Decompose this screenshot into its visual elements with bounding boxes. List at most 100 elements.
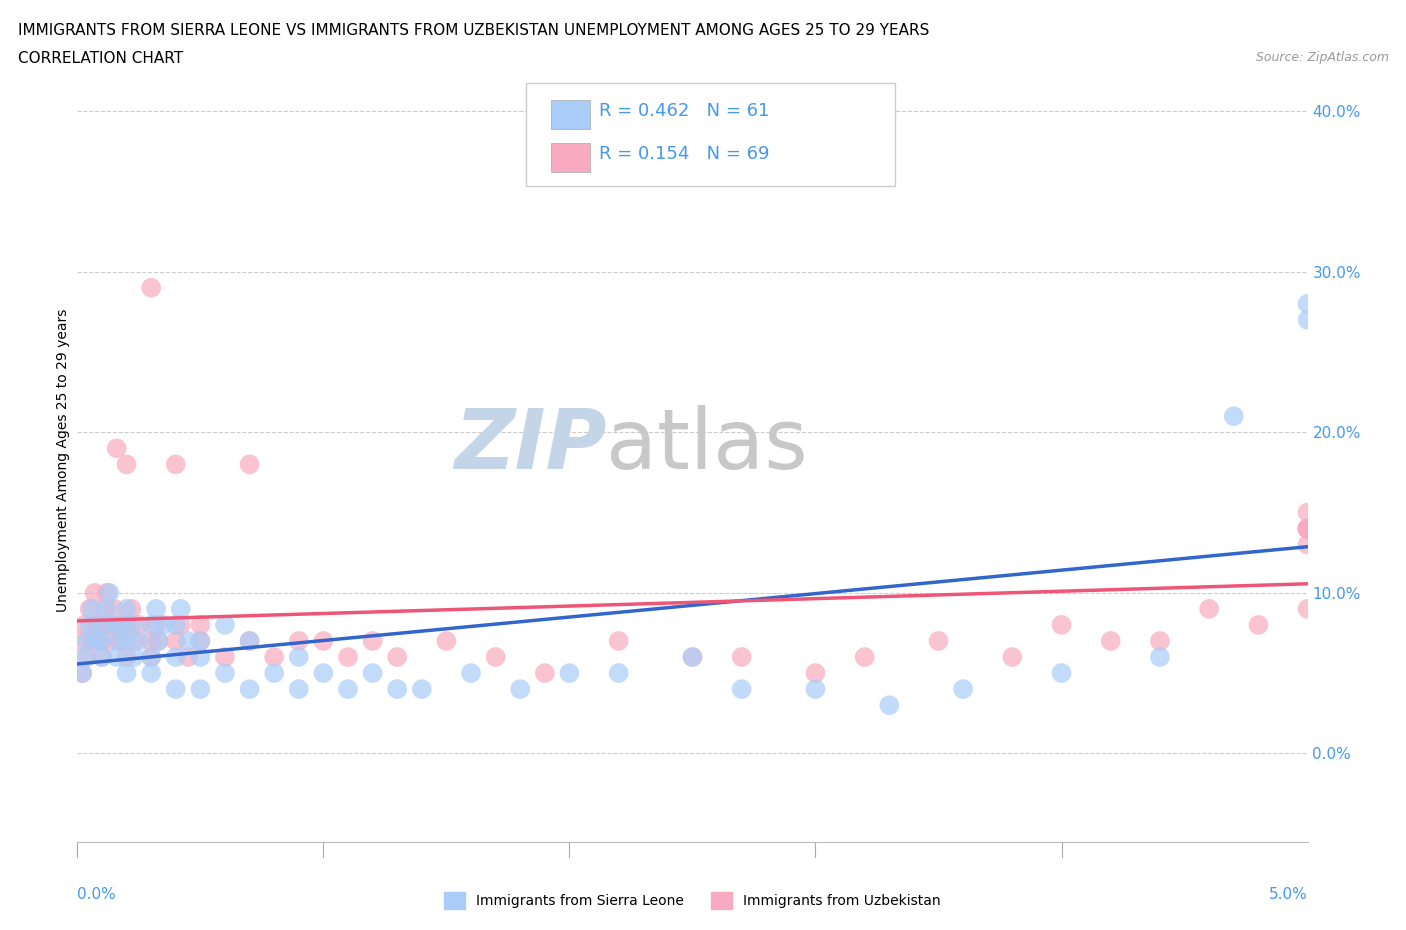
Point <box>534 666 557 681</box>
Point <box>76 633 98 648</box>
Point <box>86 618 108 632</box>
Point <box>188 633 212 648</box>
Point <box>145 618 167 632</box>
Text: CORRELATION CHART: CORRELATION CHART <box>18 51 183 66</box>
Text: R = 0.462   N = 61: R = 0.462 N = 61 <box>599 102 769 120</box>
Point <box>148 633 170 648</box>
Point <box>337 682 360 697</box>
Point <box>1050 618 1073 632</box>
Point <box>90 649 114 664</box>
Point <box>188 618 212 632</box>
Point <box>86 633 108 648</box>
Point <box>509 682 531 697</box>
Point <box>607 666 630 681</box>
Point <box>82 602 104 617</box>
Point <box>105 649 128 664</box>
Point <box>169 618 191 632</box>
Point <box>214 649 236 664</box>
Point <box>90 618 114 632</box>
Point <box>145 602 167 617</box>
Point <box>1223 409 1246 424</box>
Point <box>385 682 409 697</box>
Point <box>115 649 138 664</box>
Point <box>98 633 121 648</box>
Point <box>105 441 128 456</box>
Point <box>148 633 170 648</box>
Point <box>96 602 118 617</box>
Text: IMMIGRANTS FROM SIERRA LEONE VS IMMIGRANTS FROM UZBEKISTAN UNEMPLOYMENT AMONG AG: IMMIGRANTS FROM SIERRA LEONE VS IMMIGRAN… <box>18 23 929 38</box>
Text: Source: ZipAtlas.com: Source: ZipAtlas.com <box>1256 51 1389 64</box>
Point <box>361 666 384 681</box>
Point <box>1296 312 1319 327</box>
Point <box>952 682 974 697</box>
Point <box>141 649 163 664</box>
Point <box>111 618 132 632</box>
Point <box>177 649 200 664</box>
Point <box>682 649 704 664</box>
Point <box>90 618 114 632</box>
Point <box>165 618 187 632</box>
Point <box>1296 521 1319 536</box>
Point <box>263 666 285 681</box>
Point <box>1149 633 1171 648</box>
Point <box>731 682 754 697</box>
Point <box>96 585 118 600</box>
Point <box>607 633 630 648</box>
Point <box>263 649 285 664</box>
Text: 5.0%: 5.0% <box>1268 887 1308 902</box>
Text: R = 0.154   N = 69: R = 0.154 N = 69 <box>599 145 769 164</box>
Point <box>165 633 187 648</box>
Point <box>89 633 111 648</box>
Point <box>152 618 174 632</box>
Point <box>108 633 131 648</box>
Point <box>460 666 482 681</box>
Point <box>188 649 212 664</box>
Point <box>141 649 163 664</box>
Point <box>1296 538 1319 552</box>
Point <box>188 633 212 648</box>
Point <box>115 666 138 681</box>
Point <box>141 633 163 648</box>
Point <box>141 618 163 632</box>
Point <box>239 633 262 648</box>
Text: atlas: atlas <box>606 405 808 485</box>
Point <box>165 457 187 472</box>
Point <box>1296 521 1319 536</box>
Point <box>214 666 236 681</box>
Point <box>141 280 163 295</box>
Point <box>115 602 138 617</box>
Point <box>928 633 950 648</box>
Point <box>122 633 145 648</box>
Point <box>239 457 262 472</box>
Point <box>70 666 93 681</box>
Point <box>1296 297 1319 312</box>
Point <box>1247 618 1270 632</box>
Point <box>1050 666 1073 681</box>
Point <box>177 633 200 648</box>
Point <box>1296 521 1319 536</box>
Point <box>128 618 150 632</box>
FancyBboxPatch shape <box>551 100 591 128</box>
Point <box>188 682 212 697</box>
Point <box>108 633 131 648</box>
Point <box>73 649 96 664</box>
Point <box>128 633 150 648</box>
Point <box>361 633 384 648</box>
Point <box>165 682 187 697</box>
Point <box>1001 649 1024 664</box>
Point <box>90 633 114 648</box>
Point <box>165 649 187 664</box>
Point <box>411 682 433 697</box>
Point <box>1296 521 1319 536</box>
Point <box>98 585 121 600</box>
Point <box>879 698 901 712</box>
Point <box>288 649 311 664</box>
Point <box>731 649 754 664</box>
Point <box>93 602 115 617</box>
Y-axis label: Unemployment Among Ages 25 to 29 years: Unemployment Among Ages 25 to 29 years <box>56 309 70 612</box>
Legend: Immigrants from Sierra Leone, Immigrants from Uzbekistan: Immigrants from Sierra Leone, Immigrants… <box>439 886 946 914</box>
Point <box>141 666 163 681</box>
Point <box>804 666 827 681</box>
Point <box>436 633 458 648</box>
FancyBboxPatch shape <box>526 83 896 186</box>
